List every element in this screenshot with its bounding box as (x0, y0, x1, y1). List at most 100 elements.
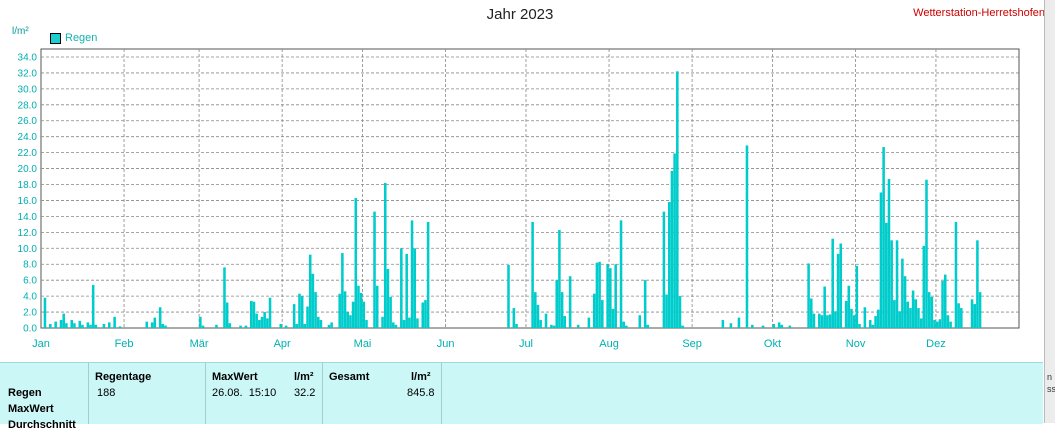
header-regentage: Regentage (95, 371, 152, 383)
rain-bar (978, 292, 982, 328)
legend-swatch (50, 32, 61, 44)
rain-bar (885, 222, 888, 328)
rain-bar (73, 323, 76, 328)
rain-bar (424, 300, 427, 328)
rain-bar (375, 285, 379, 328)
rain-bar (426, 221, 430, 328)
rain-bar (868, 320, 872, 328)
x-tick-label: Okt (764, 338, 781, 350)
value-regentage: 188 (97, 387, 116, 399)
rain-bar (737, 317, 741, 328)
rain-bar (330, 322, 333, 328)
rain-bar (107, 322, 111, 328)
row-label-regen: Regen (8, 387, 42, 399)
rain-bar (215, 324, 218, 328)
rain-bar (343, 291, 347, 328)
y-tick-label: 34.0 (18, 52, 38, 63)
grid (41, 49, 1019, 328)
rain-bar (906, 301, 910, 328)
rain-bar (534, 292, 537, 328)
rain-bar (670, 170, 674, 328)
rain-bar (673, 153, 676, 328)
rain-bar (357, 285, 360, 328)
header-maxwert-unit: l/m² (294, 371, 314, 383)
rain-bar (595, 262, 599, 328)
y-tick-label: 6.0 (23, 276, 37, 287)
rain-bar (761, 325, 765, 328)
rain-bar (341, 253, 344, 328)
rain-bar (351, 301, 355, 328)
x-tick-label: Mär (190, 338, 209, 350)
rain-bar (681, 325, 684, 328)
header-maxwert: MaxWert (212, 371, 258, 383)
header-gesamt-unit: l/m² (411, 371, 431, 383)
rain-bar (260, 316, 264, 328)
rain-bar (938, 319, 942, 328)
rain-bar (550, 324, 553, 328)
rain-bar (507, 265, 510, 328)
rain-bar (266, 318, 269, 328)
rain-bar (161, 324, 165, 328)
rain-bar (619, 220, 623, 328)
right-scroll-panel[interactable]: n ss (1044, 0, 1055, 423)
row-label-maxwert: MaxWert (8, 403, 54, 415)
rain-bar (252, 301, 256, 328)
rain-bar (901, 258, 904, 328)
rain-bar (338, 293, 341, 328)
legend-label: Regen (65, 32, 98, 44)
col-labels (0, 363, 89, 424)
rain-bar (927, 292, 931, 328)
rain-bar (402, 320, 406, 328)
rain-bar (81, 324, 84, 328)
col-maxwert: MaxWert l/m² 26.08. 15:10 32.2 (206, 363, 323, 424)
rain-bar (933, 320, 936, 328)
rain-bar (662, 211, 666, 328)
rain-bar (65, 323, 68, 328)
rain-bar (421, 302, 425, 328)
y-tick-label: 28.0 (18, 100, 38, 111)
rain-bar (394, 324, 398, 328)
rain-bar (751, 324, 754, 328)
rain-bar (887, 178, 891, 328)
x-tick-label: Sep (682, 338, 702, 350)
rain-bar (223, 267, 226, 328)
rain-bar (228, 323, 232, 328)
rain-bar (858, 324, 861, 328)
x-tick-label: Feb (115, 338, 134, 350)
rain-bar (359, 292, 363, 328)
rain-bar (676, 71, 679, 328)
rain-bar (303, 324, 307, 328)
rain-bar (917, 308, 920, 328)
y-axis-unit: l/m² (12, 26, 29, 37)
rain-bar (255, 313, 258, 328)
rain-bar (721, 320, 725, 328)
rain-bar (850, 308, 853, 328)
rain-bar (914, 299, 918, 328)
rain-bar (820, 315, 824, 328)
rain-bar (392, 322, 395, 328)
x-tick-label: Jun (437, 338, 455, 350)
rain-bar (839, 243, 843, 328)
rain-bar (976, 240, 979, 328)
x-tick-label: Dez (926, 338, 946, 350)
rain-bar (244, 325, 248, 328)
y-tick-label: 12.0 (18, 228, 38, 239)
rain-bar (308, 254, 312, 328)
y-tick-label: 26.0 (18, 116, 38, 127)
rain-bar (327, 324, 331, 328)
rain-bar (86, 322, 90, 328)
rain-bar (381, 316, 384, 328)
bar-series-regen (43, 71, 982, 328)
rain-bar (62, 313, 65, 328)
side-text-1: n (1047, 372, 1053, 382)
value-maxwert-date: 26.08. 15:10 (212, 387, 277, 399)
rain-bar (807, 263, 810, 328)
rain-bar (405, 253, 408, 328)
rain-bar (772, 324, 776, 328)
rain-bar (78, 320, 82, 328)
rain-bar (316, 316, 320, 328)
rain-bar (890, 240, 893, 328)
rain-bar (611, 308, 615, 328)
rain-bar (667, 202, 671, 328)
rain-bar (568, 276, 572, 328)
